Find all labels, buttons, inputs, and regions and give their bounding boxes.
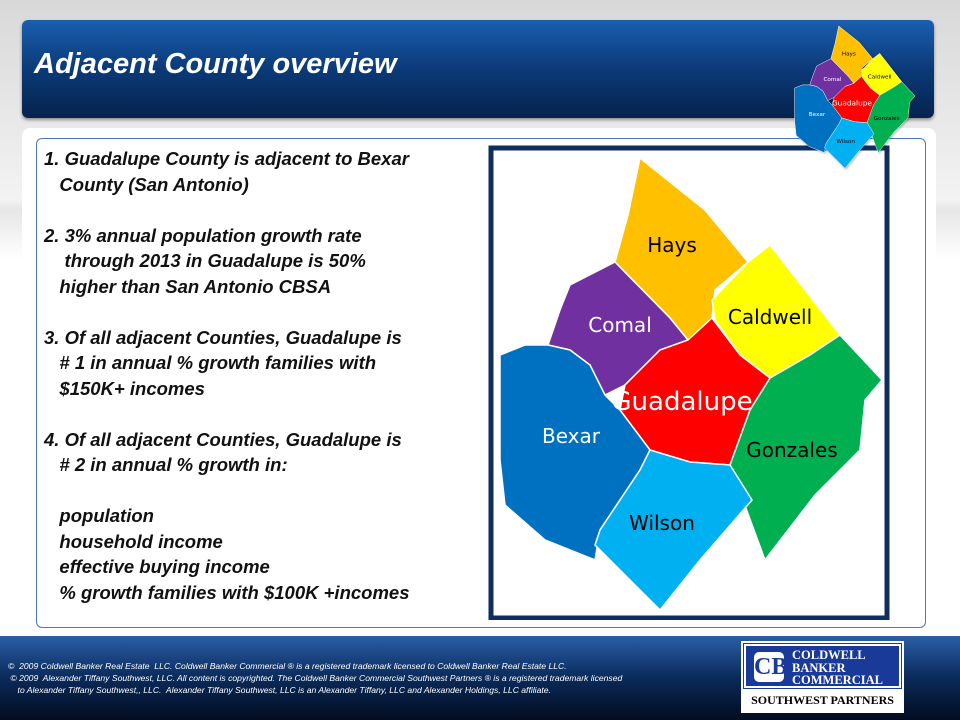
logo-subtitle: SOUTHWEST PARTNERS [751,693,894,707]
county-label: Guadalupe [832,98,872,107]
county-label: Comal [823,77,841,83]
page-title: Adjacent County overview [34,48,397,80]
logo-mark: CB [754,652,788,682]
title-bar: Adjacent County overview [22,20,934,118]
county-label: Gonzales [746,438,837,462]
county-gonzales [729,334,884,562]
county-map: Hays Comal Caldwell Guadalupe Gonzales Bexar W… [488,145,890,620]
county-label: Bexar [542,424,601,448]
county-label: Guadalupe [611,387,752,417]
county-label: Caldwell [728,305,812,329]
county-label: Bexar [809,112,826,118]
logo-words: COLDWELL BANKER COMMERCIAL [792,649,883,687]
overview-text: 1. Guadalupe County is adjacent to Bexar… [44,148,410,603]
county-wilson [824,117,875,169]
coldwell-banker-logo: CB COLDWELL BANKER COMMERCIAL SOUTHWEST … [741,641,904,713]
logo-line: COMMERCIAL [792,673,883,687]
county-label: Wilson [836,139,855,145]
content-frame [36,138,926,628]
logo-box: CB COLDWELL BANKER COMMERCIAL [743,643,902,689]
county-label: Gonzales [874,116,900,122]
county-label: Hays [647,233,697,257]
county-label: Hays [842,52,856,58]
mini-county-map-logo: Hays Comal Caldwell Guadalupe Gonzales Bexar W… [794,25,916,169]
county-wilson [594,449,753,612]
county-label: Caldwell [868,74,892,80]
county-label: Wilson [629,511,695,535]
legal-text: © 2009 Coldwell Banker Real Estate LLC. … [8,661,623,695]
county-label: Comal [588,313,652,337]
county-gonzales [866,81,916,154]
logo-line: COLDWELL [792,648,866,662]
logo-line: BANKER [792,660,846,675]
